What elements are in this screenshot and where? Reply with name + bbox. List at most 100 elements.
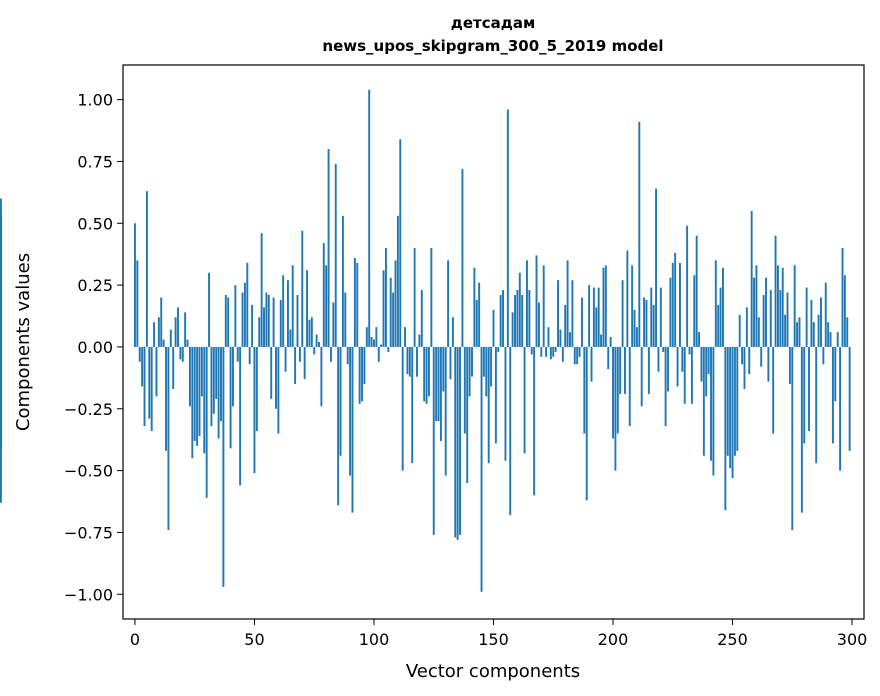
bar xyxy=(537,302,540,347)
bar xyxy=(459,346,461,535)
bar xyxy=(695,235,698,347)
bar xyxy=(745,307,748,347)
bar xyxy=(769,290,772,347)
bar xyxy=(817,314,820,347)
bar xyxy=(451,317,454,347)
bar xyxy=(621,280,624,347)
bar xyxy=(671,262,674,347)
bar xyxy=(736,346,739,451)
bar xyxy=(626,250,629,347)
bar xyxy=(643,297,646,347)
bar xyxy=(676,346,679,387)
bar xyxy=(688,346,691,355)
bar xyxy=(645,299,648,347)
bar xyxy=(200,346,203,397)
bar xyxy=(318,342,320,347)
bar xyxy=(530,346,533,355)
bar xyxy=(719,287,722,347)
bar xyxy=(232,346,234,407)
bar xyxy=(712,346,715,476)
bar xyxy=(435,346,438,422)
bar xyxy=(729,346,732,469)
bar xyxy=(162,339,165,347)
bar xyxy=(578,346,581,357)
bar xyxy=(755,265,758,347)
bar xyxy=(822,346,825,365)
bar xyxy=(432,346,435,535)
bar xyxy=(482,346,485,377)
bar xyxy=(762,295,765,347)
bar xyxy=(600,334,603,347)
bar xyxy=(461,168,464,347)
bar xyxy=(437,346,440,422)
bar xyxy=(635,327,638,347)
bar xyxy=(416,346,418,377)
x-tick-label: 200 xyxy=(598,630,629,649)
bar xyxy=(702,346,705,456)
x-axis-label: Vector components xyxy=(406,661,580,682)
bar xyxy=(157,317,160,347)
bar xyxy=(428,346,430,397)
bar xyxy=(588,285,591,347)
bar xyxy=(303,346,306,380)
bar xyxy=(184,312,187,347)
bar xyxy=(277,346,280,434)
bar xyxy=(633,309,636,347)
bar xyxy=(767,346,770,382)
bar xyxy=(609,337,612,347)
x-tick-label: 0 xyxy=(130,630,140,649)
bar xyxy=(339,346,342,456)
bar xyxy=(834,346,837,402)
bar xyxy=(310,317,313,347)
bar xyxy=(418,334,421,347)
bar xyxy=(203,346,206,454)
bar xyxy=(215,346,218,399)
bar xyxy=(800,346,803,513)
bar xyxy=(478,282,481,347)
bar xyxy=(616,346,619,434)
bar xyxy=(306,270,309,347)
y-tick-label: −0.50 xyxy=(64,462,113,481)
bar xyxy=(509,346,512,516)
bar xyxy=(308,319,311,347)
bar xyxy=(205,346,208,498)
bar xyxy=(191,346,194,459)
bar xyxy=(798,317,801,347)
y-tick-label: 0.75 xyxy=(77,152,113,171)
bar xyxy=(552,346,555,357)
bar xyxy=(724,346,727,511)
bar xyxy=(294,346,297,385)
bar xyxy=(313,346,316,355)
bar xyxy=(272,297,275,347)
bar xyxy=(423,346,426,402)
bar xyxy=(829,332,832,347)
bar xyxy=(177,307,179,347)
bar xyxy=(604,265,607,347)
bar xyxy=(722,267,724,347)
bar xyxy=(291,265,294,347)
bar xyxy=(683,346,686,404)
y-tick-label: −0.75 xyxy=(64,523,113,542)
bar xyxy=(583,346,586,434)
bar xyxy=(188,346,191,407)
bar xyxy=(590,346,593,382)
bar xyxy=(554,346,557,352)
bar xyxy=(776,265,779,347)
bar xyxy=(580,297,583,347)
bar xyxy=(463,346,466,434)
bar xyxy=(296,295,299,347)
bar xyxy=(667,346,669,392)
bar xyxy=(454,346,457,538)
bar xyxy=(229,346,232,449)
bar xyxy=(251,304,254,347)
bar xyxy=(827,322,830,347)
y-tick-label: 0.50 xyxy=(77,214,113,233)
bar xyxy=(647,346,650,394)
bar xyxy=(573,346,576,365)
bar xyxy=(602,267,605,347)
bar xyxy=(595,307,598,347)
bar xyxy=(143,346,146,427)
bar xyxy=(224,295,227,347)
bar xyxy=(788,346,791,385)
